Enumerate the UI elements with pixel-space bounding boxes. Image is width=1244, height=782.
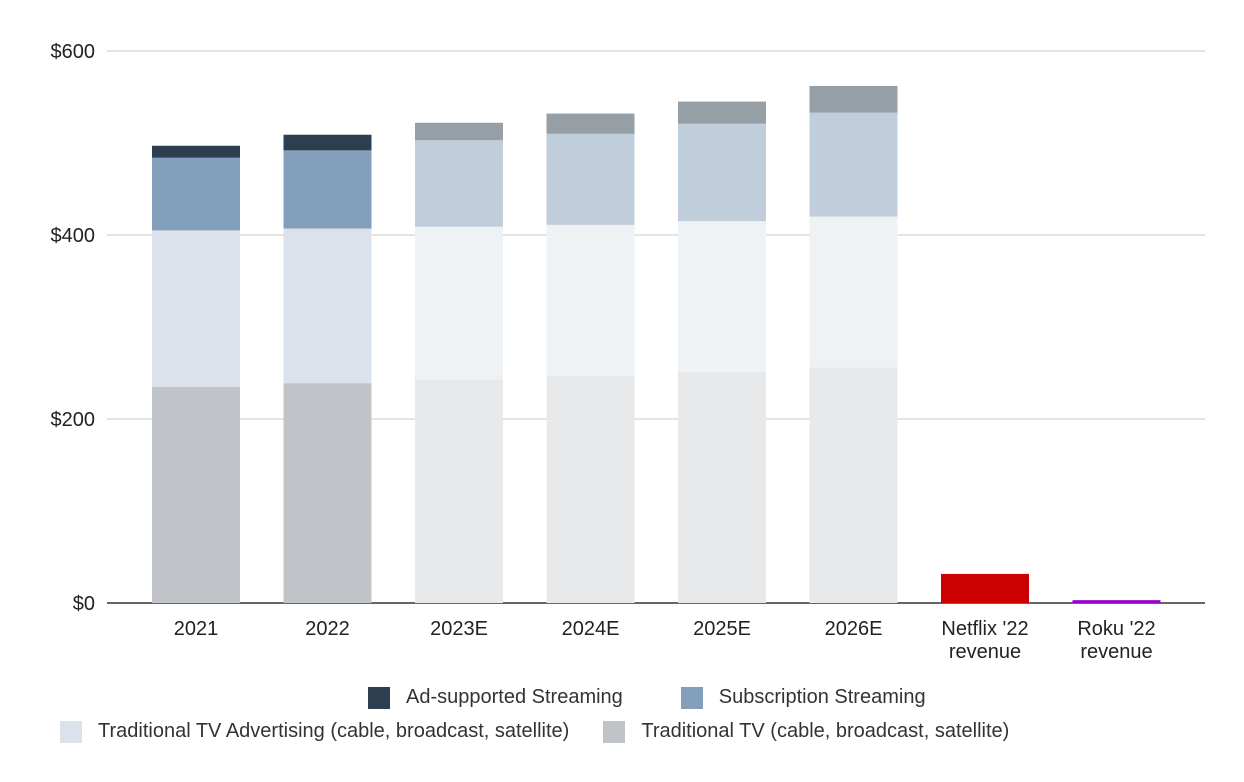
legend-label: Traditional TV (cable, broadcast, satell… [641,720,1010,742]
bar-segment [546,113,635,134]
bar-segment [152,386,240,603]
bar-segment [415,379,503,603]
bar-segment [546,133,635,225]
y-tick-label: $600 [51,41,96,63]
bar-segment [415,226,503,380]
x-tick-label: 2023E [430,618,488,640]
legend-row-2: Traditional TV Advertising (cable, broad… [60,720,1009,743]
bar-segment [152,157,240,231]
bar-segment [283,383,372,603]
bar-segment [546,224,635,376]
bar-segment [283,134,372,151]
bar-segment [546,375,635,603]
legend-label: Subscription Streaming [718,686,926,708]
bar-segment [678,221,766,373]
bar-segment [809,367,898,603]
legend-item-traditional-tv: Traditional TV (cable, broadcast, satell… [603,720,1009,743]
bar-segment [941,573,1029,603]
y-tick-label: $0 [73,593,95,615]
bar-segment [809,216,898,368]
bars [152,85,1161,603]
bar-segment [809,85,898,113]
x-tick-label: 2021 [174,618,219,640]
y-tick-label: $200 [51,409,96,431]
x-axis-labels: 2021 2022 2023E 2024E 2025E 2026E Netflix '22 r… [174,618,1156,663]
bar-segment [809,112,898,217]
x-tick-label: 2025E [693,618,751,640]
legend-row-1: Ad-supported Streaming Subscription Stre… [368,686,926,709]
x-tick-label: 2024E [562,618,620,640]
legend-swatch [603,720,626,743]
bar-segment [283,150,372,229]
bar-segment [415,140,503,227]
bar-segment [678,123,766,222]
legend-swatch [60,720,82,743]
x-tick-label: Netflix '22 revenue [941,618,1028,663]
bar-segment [415,122,503,141]
bar-segment [152,145,240,158]
legend-swatch [680,686,703,709]
legend-item-subscription: Subscription Streaming [680,686,926,709]
bar-segment [678,372,766,603]
x-tick-label: 2022 [305,618,350,640]
stacked-bar-chart: 2021 2022 2023E 2024E 2025E 2026E Netflix '22 r… [51,41,1205,663]
bar-segment [283,228,372,384]
bar-segment [1072,600,1161,603]
y-tick-label: $400 [51,225,96,247]
legend-label: Traditional TV Advertising (cable, broad… [98,720,570,742]
bar-segment [678,101,766,124]
x-tick-label: 2026E [825,618,883,640]
legend-label: Ad-supported Streaming [406,686,623,708]
legend-item-ad-supported: Ad-supported Streaming [368,686,623,709]
legend-swatch [368,686,390,709]
bar-segment [152,230,240,387]
x-tick-label: Roku '22 revenue [1077,618,1155,663]
legend-item-traditional-tv-advertising: Traditional TV Advertising (cable, broad… [60,720,569,743]
y-axis-labels: $0 $200 $400 $600 [51,41,96,615]
gridlines [107,50,1205,604]
